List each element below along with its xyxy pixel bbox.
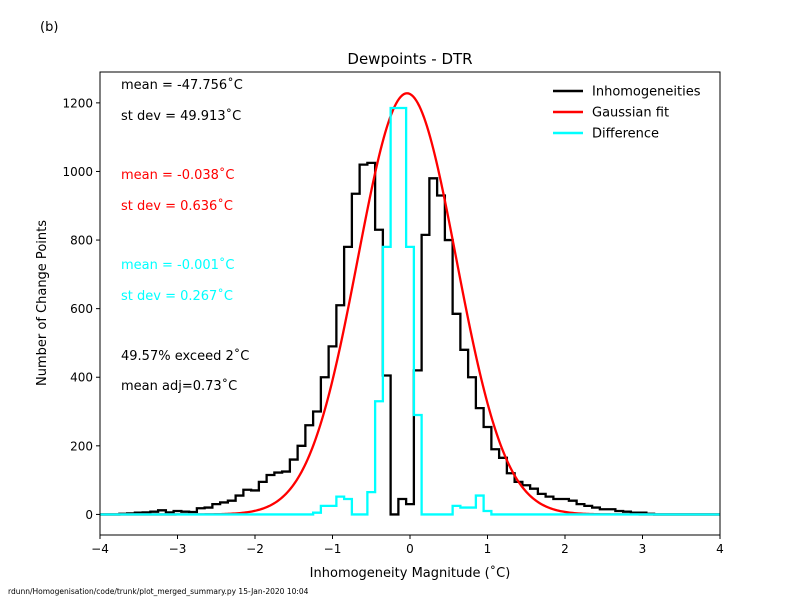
x-tick-label: 3 (639, 542, 647, 556)
series-inhomogeneities (100, 161, 720, 516)
stat-annotation: 49.57% exceed 2˚C (121, 348, 249, 364)
stat-annotation: mean = -0.038˚C (121, 167, 235, 183)
y-tick-label: 0 (85, 508, 93, 522)
x-tick-label: −2 (246, 542, 264, 556)
y-tick-label: 1000 (62, 165, 93, 179)
stat-annotation: mean adj=0.73˚C (121, 378, 237, 394)
stat-annotation: st dev = 49.913˚C (121, 108, 241, 124)
x-tick-label: −4 (91, 542, 109, 556)
y-tick-label: 200 (70, 439, 93, 453)
x-tick-label: 0 (406, 542, 414, 556)
y-tick-label: 800 (70, 234, 93, 248)
footer-path: rdunn/Homogenisation/code/trunk/plot_mer… (8, 587, 309, 596)
stat-annotation: st dev = 0.267˚C (121, 288, 233, 304)
plot-area: −4 −3 −2 −1 0 1 2 3 4 0 200 400 600 800 1000 1200 (62, 71, 724, 556)
x-tick-label: 2 (561, 542, 569, 556)
legend-label: Difference (592, 127, 659, 142)
y-axis-ticks: 0 200 400 600 800 1000 1200 (62, 96, 100, 522)
stat-annotation: st dev = 0.636˚C (121, 198, 233, 214)
series-difference (100, 106, 720, 516)
y-tick-label: 1200 (62, 96, 93, 110)
legend: Inhomogeneities Gaussian fit Difference (553, 85, 701, 142)
y-tick-label: 600 (70, 302, 93, 316)
stat-annotation: mean = -0.001˚C (121, 257, 235, 273)
chart-title: Dewpoints - DTR (347, 50, 472, 68)
x-tick-label: −3 (169, 542, 187, 556)
legend-label: Gaussian fit (592, 106, 669, 121)
x-tick-label: 4 (716, 542, 724, 556)
x-axis-label: Inhomogeneity Magnitude (˚C) (310, 565, 511, 581)
stat-annotation: mean = -47.756˚C (121, 77, 243, 93)
legend-label: Inhomogeneities (592, 85, 701, 100)
y-axis-label: Number of Change Points (35, 220, 50, 386)
panel-label: (b) (40, 20, 58, 35)
x-tick-label: 1 (484, 542, 492, 556)
x-tick-label: −1 (324, 542, 342, 556)
series-layer (100, 92, 720, 516)
stats-annotations: mean = -47.756˚C st dev = 49.913˚C mean = … (121, 77, 249, 394)
y-tick-label: 400 (70, 371, 93, 385)
x-axis-ticks: −4 −3 −2 −1 0 1 2 3 4 (91, 535, 724, 556)
